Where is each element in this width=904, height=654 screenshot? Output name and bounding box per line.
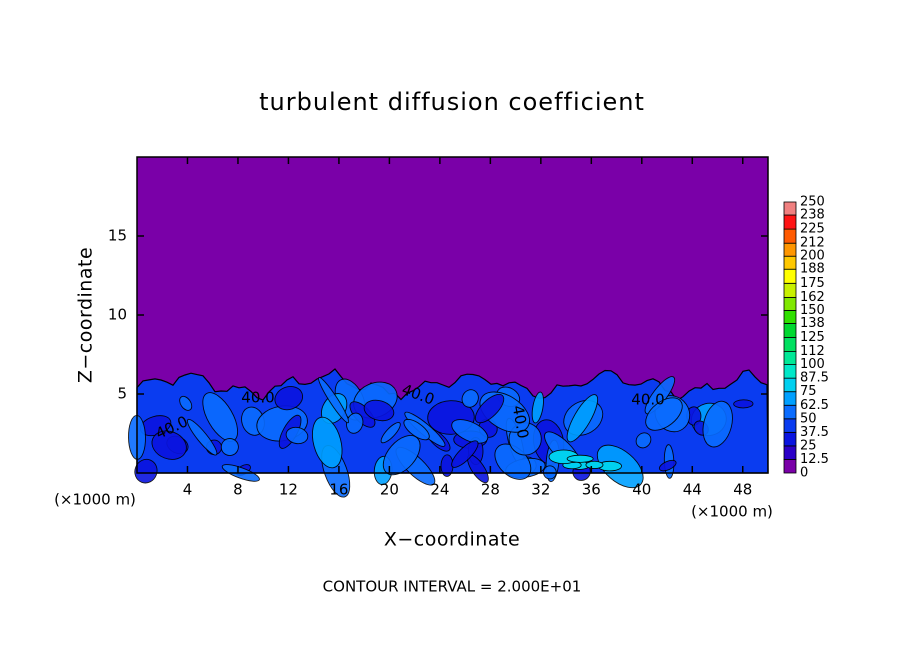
- field-patch: [151, 430, 187, 460]
- contour-interval-note: CONTOUR INTERVAL = 2.000E+01: [323, 578, 582, 596]
- colorbar-band: [783, 309, 797, 324]
- x-tick-label: 44: [683, 481, 702, 499]
- colorbar-band: [783, 418, 797, 433]
- colorbar-label: 0: [800, 466, 808, 481]
- colorbar-band: [783, 228, 797, 244]
- field-patch: [186, 418, 218, 456]
- field-patch: [566, 454, 594, 463]
- colorbar-label: 138: [800, 316, 825, 331]
- colorbar-label: 238: [800, 208, 825, 223]
- colorbar-band: [783, 351, 797, 366]
- field-patch: [733, 399, 754, 409]
- field-patch: [635, 432, 652, 449]
- field-patch: [179, 395, 193, 411]
- colorbar-band: [783, 364, 797, 379]
- colorbar-band: [783, 268, 797, 284]
- x-tick-label: 12: [279, 481, 298, 499]
- x-axis-label: X−coordinate: [384, 529, 520, 551]
- field-patch: [274, 386, 304, 411]
- contour-label: 40.0: [509, 404, 533, 440]
- field-patch: [403, 418, 430, 441]
- field-patch: [531, 391, 544, 424]
- colorbar-band: [783, 404, 797, 420]
- colorbar: 012.52537.55062.57587.510011212513815016…: [783, 195, 829, 481]
- colorbar-label: 12.5: [800, 452, 829, 467]
- field-patch: [585, 460, 604, 469]
- field-patch: [451, 440, 479, 468]
- x-tick-label: 16: [329, 481, 348, 499]
- x-tick-label: 48: [733, 481, 752, 499]
- contour-label: 40.0: [631, 391, 664, 409]
- colorbar-band: [783, 377, 797, 393]
- x-tick-label: 24: [430, 481, 449, 499]
- field-patch: [134, 458, 158, 484]
- colorbar-label: 212: [800, 236, 825, 251]
- x-tick-label: 8: [233, 481, 243, 499]
- colorbar-band: [783, 459, 797, 474]
- colorbar-label: 162: [800, 290, 825, 305]
- field-patch: [363, 399, 395, 422]
- colorbar-band: [783, 296, 797, 311]
- colorbar-band: [783, 242, 797, 257]
- y-tick-label: 10: [108, 306, 127, 324]
- x-tick-label: 28: [481, 481, 500, 499]
- colorbar-band: [783, 282, 797, 298]
- field-patch: [451, 419, 489, 444]
- colorbar-band: [783, 337, 797, 352]
- colorbar-label: 75: [800, 384, 817, 399]
- colorbar-label: 225: [800, 222, 825, 237]
- x-tick-label: 40: [632, 481, 651, 499]
- y-axis-label: Z−coordinate: [75, 247, 97, 383]
- colorbar-label: 62.5: [800, 398, 829, 413]
- x-tick-label: 36: [582, 481, 601, 499]
- colorbar-label: 100: [800, 357, 825, 372]
- colorbar-band: [783, 201, 797, 216]
- colorbar-label: 37.5: [800, 425, 829, 440]
- colorbar-band: [783, 255, 797, 270]
- field-patch: [220, 438, 239, 456]
- colorbar-band: [783, 431, 797, 447]
- chart-title: turbulent diffusion coefficient: [259, 88, 645, 116]
- colorbar-label: 250: [800, 195, 825, 210]
- field-patch: [318, 376, 350, 424]
- colorbar-label: 112: [800, 344, 825, 359]
- x-tick-label: 4: [183, 481, 193, 499]
- field-patch: [702, 400, 733, 448]
- colorbar-label: 200: [800, 249, 825, 264]
- x-unit-label: (×1000 m): [691, 503, 773, 521]
- colorbar-label: 50: [800, 411, 817, 426]
- colorbar-band: [783, 445, 797, 460]
- colorbar-label: 87.5: [800, 371, 829, 386]
- x-tick-label: 32: [531, 481, 550, 499]
- y-unit-label: (×1000 m): [54, 491, 136, 509]
- field-patch: [461, 389, 479, 408]
- colorbar-label: 150: [800, 303, 825, 318]
- colorbar-band: [783, 214, 797, 230]
- colorbar-label: 188: [800, 262, 825, 277]
- field-patch: [311, 416, 343, 469]
- x-tick-label: 20: [380, 481, 399, 499]
- field-patch: [285, 426, 309, 445]
- field-patch: [566, 394, 599, 443]
- colorbar-band: [783, 323, 797, 338]
- field-patch: [658, 459, 677, 472]
- colorbar-label: 175: [800, 276, 825, 291]
- y-tick-label: 15: [108, 227, 127, 245]
- field-patch: [645, 397, 683, 431]
- y-tick-label: 5: [117, 385, 127, 403]
- colorbar-label: 25: [800, 438, 817, 453]
- contour-label: 40.0: [241, 389, 274, 407]
- field-patch: [474, 393, 505, 424]
- field-patch: [380, 422, 401, 444]
- colorbar-band: [783, 391, 797, 406]
- colorbar-label: 125: [800, 330, 825, 345]
